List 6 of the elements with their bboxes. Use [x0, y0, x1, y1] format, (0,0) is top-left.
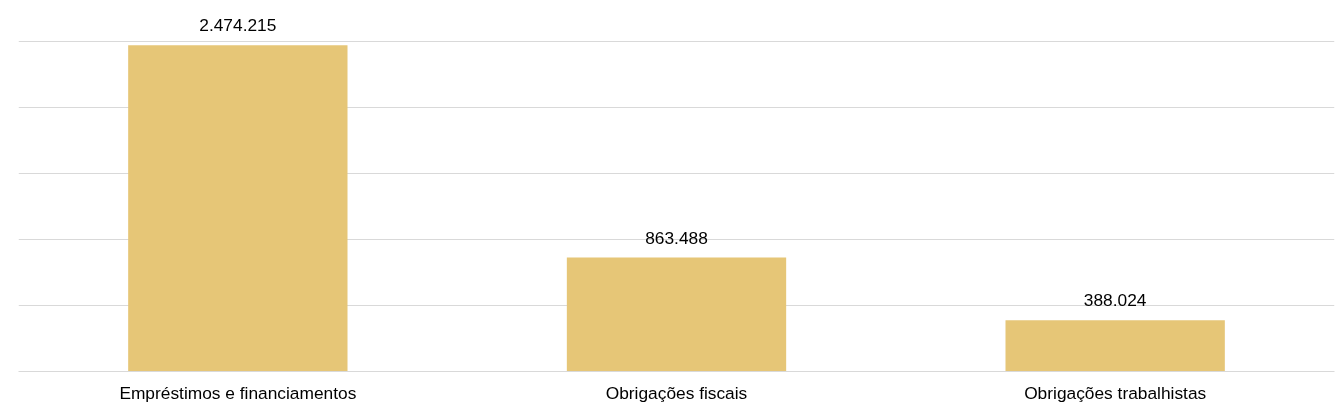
- data-label: 2.474.215: [199, 15, 277, 36]
- data-label: 863.488: [645, 227, 708, 248]
- x-tick-label: Obrigações trabalhistas: [1024, 382, 1207, 403]
- x-tick-label: Empréstimos e financiamentos: [119, 382, 357, 403]
- data-label: 388.024: [1083, 290, 1147, 311]
- x-tick-label: Obrigações fiscais: [605, 382, 748, 403]
